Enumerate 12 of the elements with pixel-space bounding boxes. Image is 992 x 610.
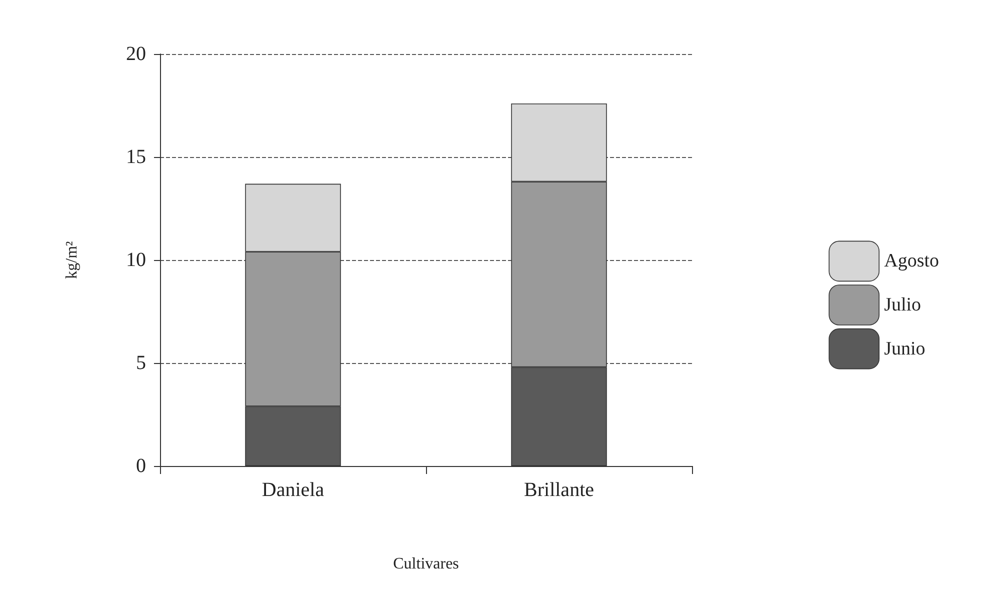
legend-label: Junio (884, 338, 926, 360)
y-axis-title: kg/m² (64, 240, 80, 279)
legend-label: Agosto (884, 250, 940, 272)
y-tick-label: 10 (126, 249, 146, 271)
y-tick-label: 0 (136, 455, 146, 477)
legend-label: Julio (884, 294, 922, 316)
x-tick-label: Brillante (524, 479, 594, 501)
x-axis-title: Cultivares (393, 556, 459, 572)
y-tick-label: 5 (136, 352, 146, 374)
x-tick-label: Daniela (262, 479, 324, 501)
y-tick-label: 15 (126, 146, 146, 168)
y-tick-label: 20 (126, 43, 146, 65)
